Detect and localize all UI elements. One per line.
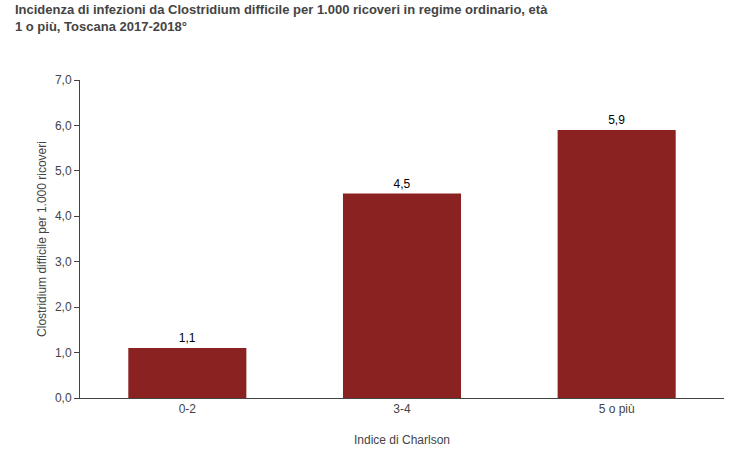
svg-text:0,0: 0,0 <box>55 391 72 405</box>
svg-text:Indice di Charlson: Indice di Charlson <box>354 433 450 447</box>
svg-text:4,5: 4,5 <box>393 177 410 191</box>
svg-text:4,0: 4,0 <box>55 209 72 223</box>
svg-text:2,0: 2,0 <box>55 300 72 314</box>
svg-text:7,0: 7,0 <box>55 73 72 87</box>
svg-text:5,0: 5,0 <box>55 164 72 178</box>
svg-text:5,9: 5,9 <box>608 113 625 127</box>
svg-text:5 o più: 5 o più <box>599 402 635 416</box>
svg-text:1,0: 1,0 <box>55 346 72 360</box>
svg-text:Incidenza di infezioni da Clos: Incidenza di infezioni da Clostridium di… <box>15 2 548 34</box>
svg-text:0-2: 0-2 <box>179 402 197 416</box>
svg-text:6,0: 6,0 <box>55 119 72 133</box>
svg-text:Clostridium difficile per 1.00: Clostridium difficile per 1.000 ricoveri <box>35 141 49 337</box>
svg-text:1,1: 1,1 <box>179 331 196 345</box>
svg-text:3-4: 3-4 <box>393 402 411 416</box>
svg-text:3,0: 3,0 <box>55 255 72 269</box>
